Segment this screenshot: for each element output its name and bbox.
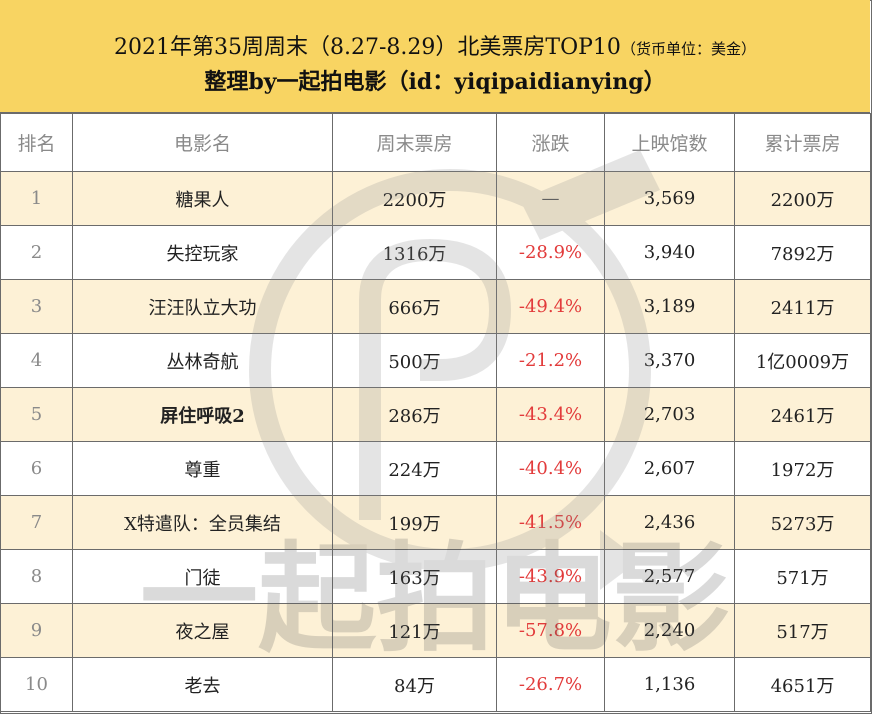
table-header-row: 排名 电影名 周末票房 涨跌 上映馆数 累计票房 — [0, 113, 871, 172]
table-row: 8 门徒 163万 -43.9% 2,577 571万 — [0, 549, 871, 604]
rank-cell: 3 — [0, 279, 73, 334]
theaters-cell: 3,189 — [604, 279, 735, 334]
table-row: 1 糖果人 2200万 — 3,569 2200万 — [0, 171, 871, 226]
change-cell: -40.4% — [496, 441, 605, 496]
weekend-gross-cell: 500万 — [332, 333, 497, 388]
table-row: 5 屏住呼吸2 286万 -43.4% 2,703 2461万 — [0, 387, 871, 442]
movie-title-cell: 屏住呼吸2 — [72, 387, 333, 442]
table-row: 2 失控玩家 1316万 -28.9% 3,940 7892万 — [0, 225, 871, 280]
table-row: 3 汪汪队立大功 666万 -49.4% 3,189 2411万 — [0, 279, 871, 334]
table-row: 4 丛林奇航 500万 -21.2% 3,370 1亿0009万 — [0, 333, 871, 388]
theaters-cell: 1,136 — [604, 657, 735, 712]
movie-title-cell: 尊重 — [72, 441, 333, 496]
theaters-cell: 2,703 — [604, 387, 735, 442]
theaters-cell: 2,240 — [604, 603, 735, 658]
theaters-cell: 2,436 — [604, 495, 735, 550]
column-header-total-gross: 累计票房 — [734, 113, 871, 172]
total-gross-cell: 2200万 — [734, 171, 871, 226]
weekend-gross-cell: 84万 — [332, 657, 497, 712]
table-row: 6 尊重 224万 -40.4% 2,607 1972万 — [0, 441, 871, 496]
total-gross-cell: 517万 — [734, 603, 871, 658]
movie-title-cell: 门徒 — [72, 549, 333, 604]
movie-title-cell: 失控玩家 — [72, 225, 333, 280]
change-cell: -43.9% — [496, 549, 605, 604]
rank-cell: 5 — [0, 387, 73, 442]
column-header-title: 电影名 — [72, 113, 333, 172]
theaters-cell: 3,569 — [604, 171, 735, 226]
total-gross-cell: 571万 — [734, 549, 871, 604]
change-cell: -57.8% — [496, 603, 605, 658]
change-cell: -49.4% — [496, 279, 605, 334]
table-row: 7 X特遣队：全员集结 199万 -41.5% 2,436 5273万 — [0, 495, 871, 550]
total-gross-cell: 2461万 — [734, 387, 871, 442]
movie-title-cell: 夜之屋 — [72, 603, 333, 658]
change-cell: -28.9% — [496, 225, 605, 280]
change-cell: -43.4% — [496, 387, 605, 442]
column-header-weekend-gross: 周末票房 — [332, 113, 497, 172]
change-cell: -21.2% — [496, 333, 605, 388]
total-gross-cell: 1972万 — [734, 441, 871, 496]
table-row: 10 老去 84万 -26.7% 1,136 4651万 — [0, 657, 871, 712]
page-title: 2021年第35周周末（8.27-8.29）北美票房TOP10（货币单位：美金） — [0, 29, 870, 61]
movie-title-cell: 丛林奇航 — [72, 333, 333, 388]
theaters-cell: 2,577 — [604, 549, 735, 604]
weekend-gross-cell: 199万 — [332, 495, 497, 550]
change-cell: -41.5% — [496, 495, 605, 550]
weekend-gross-cell: 163万 — [332, 549, 497, 604]
rank-cell: 7 — [0, 495, 73, 550]
rank-cell: 6 — [0, 441, 73, 496]
column-header-change: 涨跌 — [496, 113, 605, 172]
box-office-table: 排名 电影名 周末票房 涨跌 上映馆数 累计票房 1 糖果人 2200万 — 3… — [0, 113, 871, 712]
theaters-cell: 3,940 — [604, 225, 735, 280]
currency-unit: （货币单位：美金） — [620, 40, 756, 58]
weekend-gross-cell: 224万 — [332, 441, 497, 496]
weekend-gross-cell: 1316万 — [332, 225, 497, 280]
title-text: 2021年第35周周末（8.27-8.29）北美票房TOP10 — [114, 35, 621, 60]
theaters-cell: 3,370 — [604, 333, 735, 388]
weekend-gross-cell: 286万 — [332, 387, 497, 442]
rank-cell: 2 — [0, 225, 73, 280]
change-cell: -26.7% — [496, 657, 605, 712]
rank-cell: 8 — [0, 549, 73, 604]
movie-title-cell: X特遣队：全员集结 — [72, 495, 333, 550]
theaters-cell: 2,607 — [604, 441, 735, 496]
rank-cell: 9 — [0, 603, 73, 658]
total-gross-cell: 7892万 — [734, 225, 871, 280]
column-header-rank: 排名 — [0, 113, 73, 172]
weekend-gross-cell: 666万 — [332, 279, 497, 334]
total-gross-cell: 1亿0009万 — [734, 333, 871, 388]
rank-cell: 10 — [0, 657, 73, 712]
total-gross-cell: 2411万 — [734, 279, 871, 334]
table-row: 9 夜之屋 121万 -57.8% 2,240 517万 — [0, 603, 871, 658]
movie-title-cell: 糖果人 — [72, 171, 333, 226]
change-cell: — — [496, 171, 605, 226]
total-gross-cell: 5273万 — [734, 495, 871, 550]
movie-title-cell: 汪汪队立大功 — [72, 279, 333, 334]
movie-title-cell: 老去 — [72, 657, 333, 712]
title-banner: 2021年第35周周末（8.27-8.29）北美票房TOP10（货币单位：美金）… — [0, 0, 870, 113]
rank-cell: 4 — [0, 333, 73, 388]
rank-cell: 1 — [0, 171, 73, 226]
column-header-theaters: 上映馆数 — [604, 113, 735, 172]
weekend-gross-cell: 121万 — [332, 603, 497, 658]
total-gross-cell: 4651万 — [734, 657, 871, 712]
page-subtitle: 整理by一起拍电影（id：yiqipaidianying） — [204, 69, 666, 95]
weekend-gross-cell: 2200万 — [332, 171, 497, 226]
